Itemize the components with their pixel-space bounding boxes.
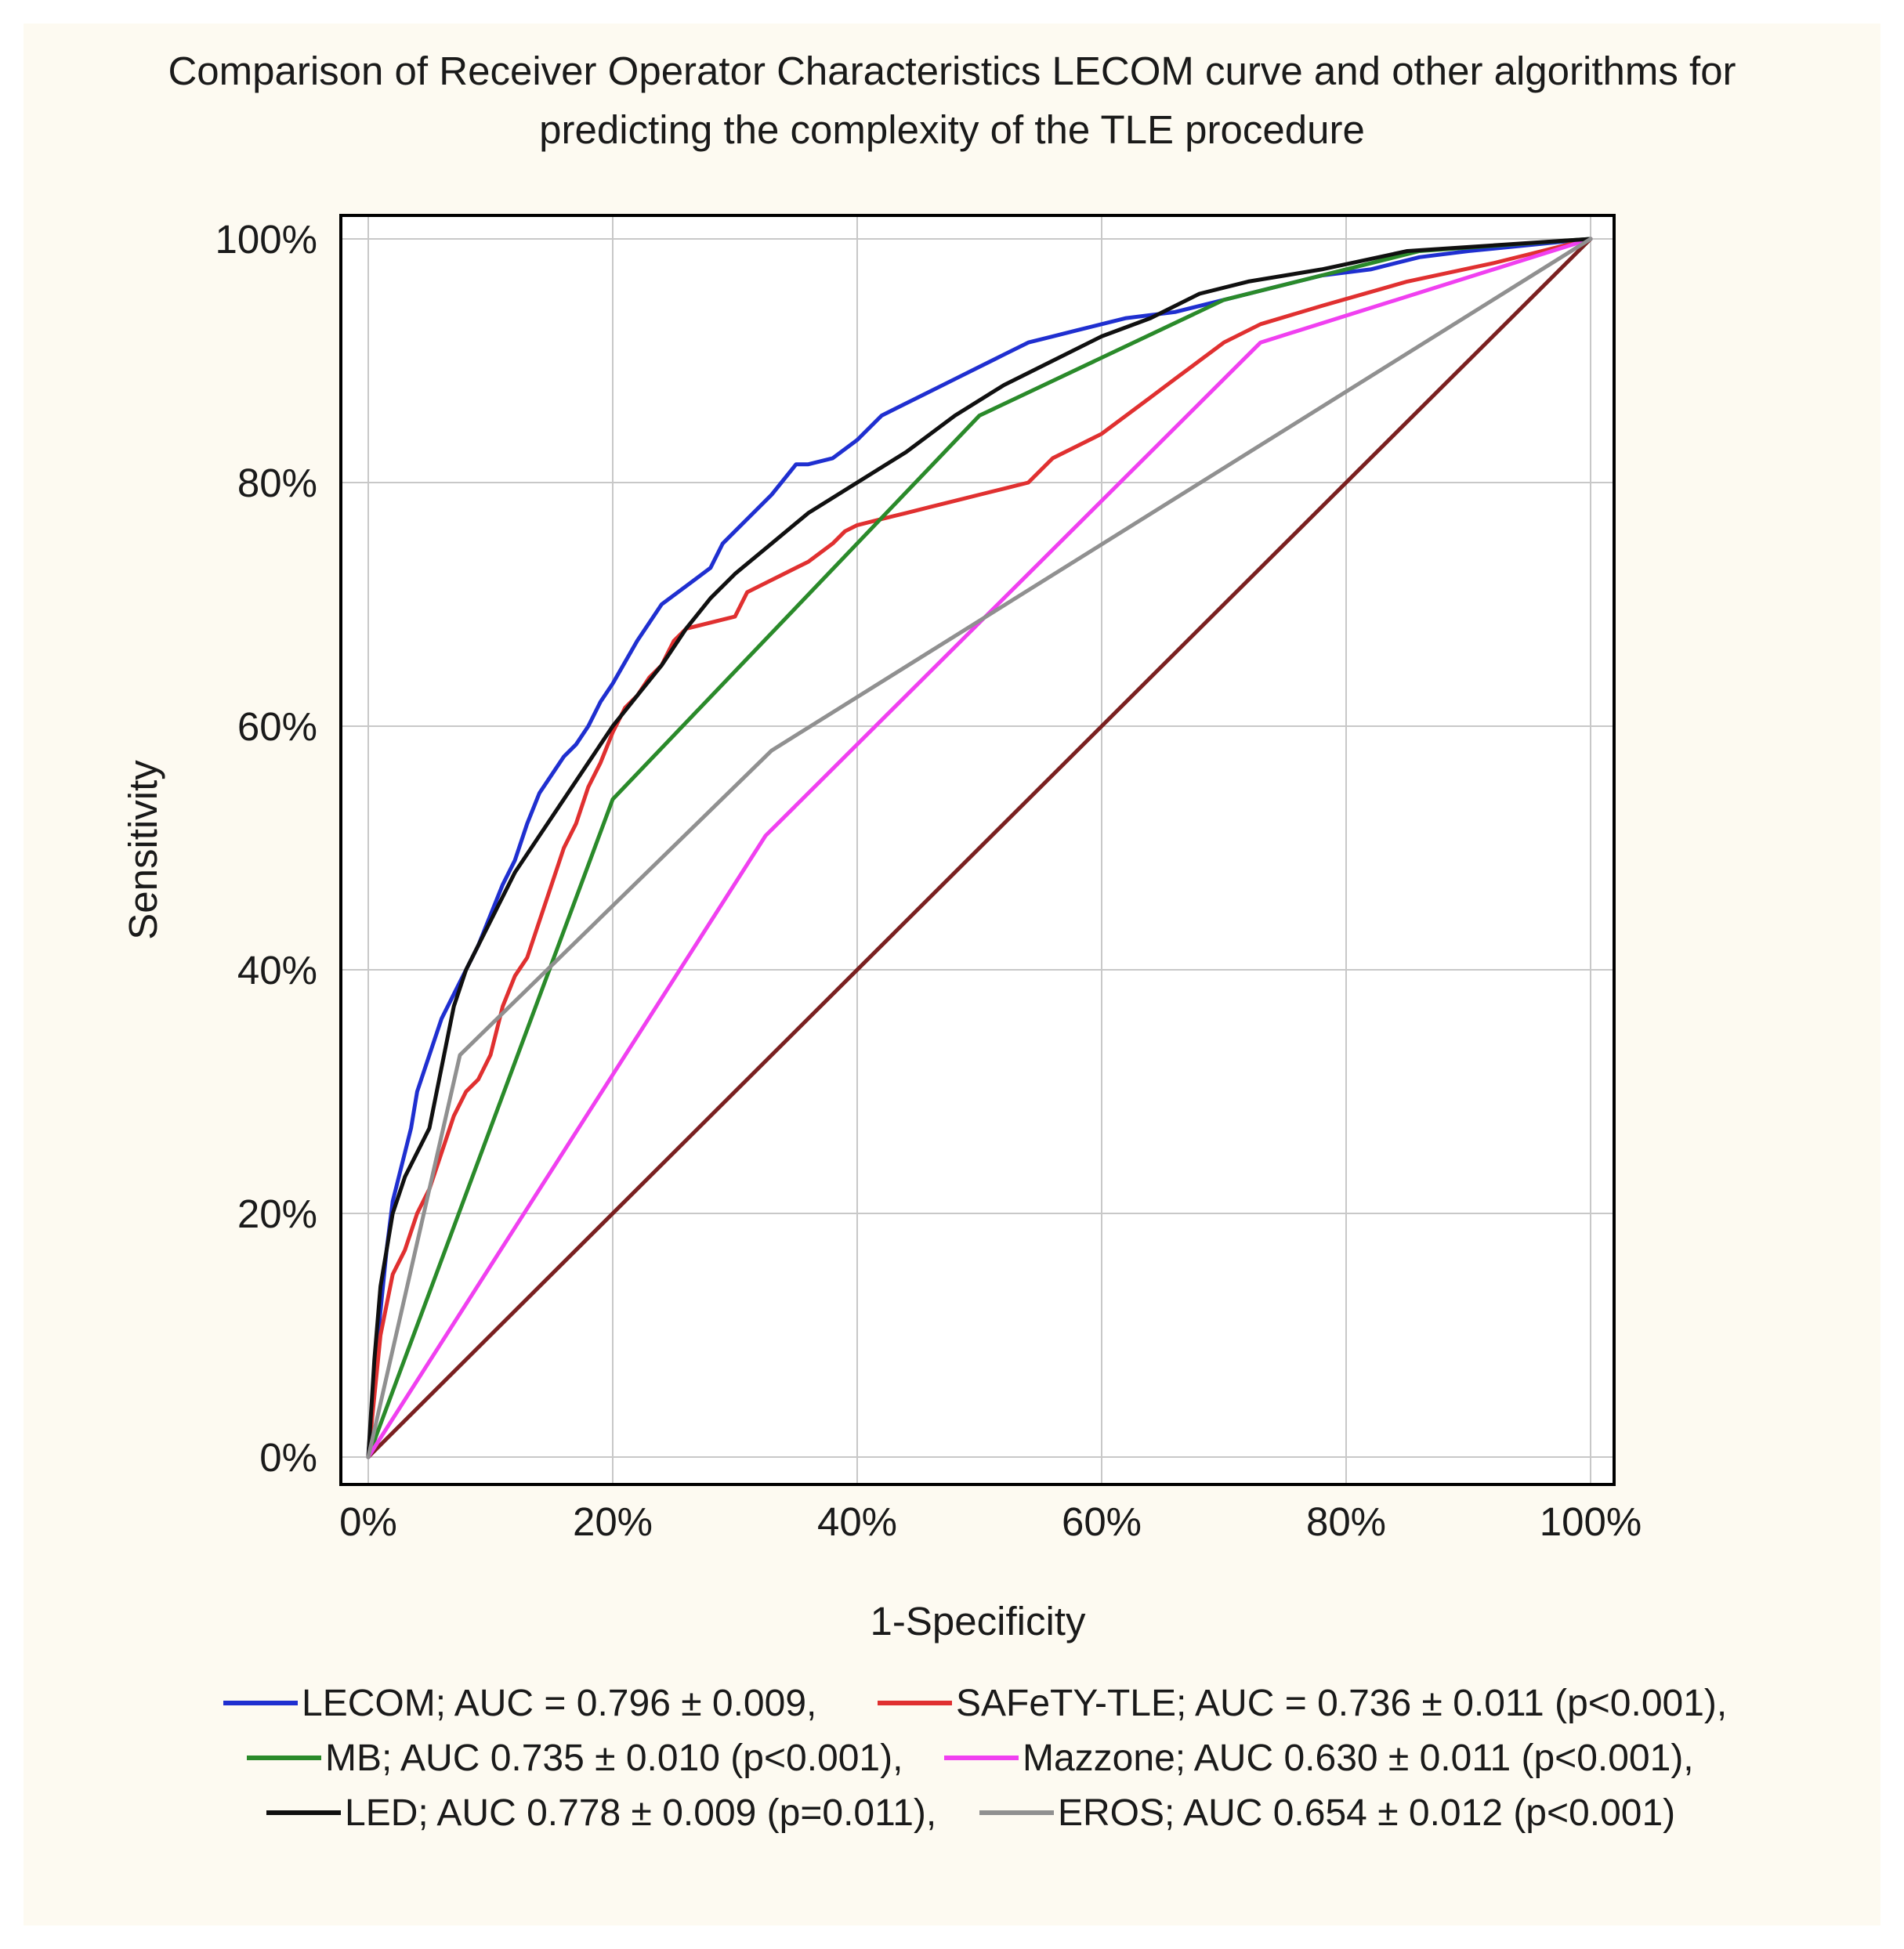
- y-tick-label: 100%: [215, 217, 317, 262]
- x-tick-label: 100%: [1540, 1499, 1642, 1544]
- axis-ticks: 0% 20% 40% 60% 80% 100% 0% 20% 40% 60% 80% 100%: [215, 217, 1642, 1544]
- x-tick-label: 20%: [573, 1499, 653, 1544]
- chart-title-line-2: predicting the complexity of the TLE pro…: [539, 107, 1365, 152]
- x-axis-label: 1-Specificity: [871, 1599, 1086, 1643]
- y-tick-label: 80%: [237, 461, 317, 505]
- legend-label-mazzone: Mazzone; AUC 0.630 ± 0.011 (p<0.001),: [1023, 1737, 1694, 1779]
- legend-label-lecom: LECOM; AUC = 0.796 ± 0.009,: [302, 1683, 816, 1724]
- x-tick-label: 0%: [339, 1499, 397, 1544]
- chart-title-line-1: Comparison of Receiver Operator Characte…: [168, 49, 1736, 93]
- legend: LECOM; AUC = 0.796 ± 0.009, SAFeTY-TLE; A…: [223, 1683, 1727, 1834]
- series-line-eros: [366, 237, 1593, 1459]
- series-layer: [366, 237, 1593, 1459]
- legend-label-led: LED; AUC 0.778 ± 0.009 (p=0.011),: [345, 1792, 936, 1834]
- y-tick-label: 60%: [237, 704, 317, 749]
- x-tick-label: 80%: [1306, 1499, 1386, 1544]
- series-line-reference: [366, 237, 1593, 1459]
- series-line-lecom: [366, 237, 1593, 1459]
- x-tick-label: 40%: [817, 1499, 897, 1544]
- series-line-safety-tle: [366, 237, 1593, 1459]
- legend-label-eros: EROS; AUC 0.654 ± 0.012 (p<0.001): [1058, 1792, 1675, 1834]
- x-tick-label: 60%: [1062, 1499, 1142, 1544]
- y-tick-label: 40%: [237, 948, 317, 993]
- y-tick-label: 0%: [259, 1435, 317, 1480]
- series-line-led: [366, 237, 1593, 1459]
- roc-chart: Comparison of Receiver Operator Characte…: [121, 49, 1736, 1834]
- y-tick-label: 20%: [237, 1191, 317, 1236]
- chart-panel: Comparison of Receiver Operator Characte…: [24, 24, 1880, 1925]
- series-line-mazzone: [366, 237, 1593, 1459]
- y-axis-label: Sensitivity: [121, 760, 165, 940]
- legend-label-safety-tle: SAFeTY-TLE; AUC = 0.736 ± 0.011 (p<0.001…: [956, 1683, 1727, 1724]
- grid-lines: [342, 217, 1613, 1483]
- legend-label-mb: MB; AUC 0.735 ± 0.010 (p<0.001),: [325, 1737, 903, 1779]
